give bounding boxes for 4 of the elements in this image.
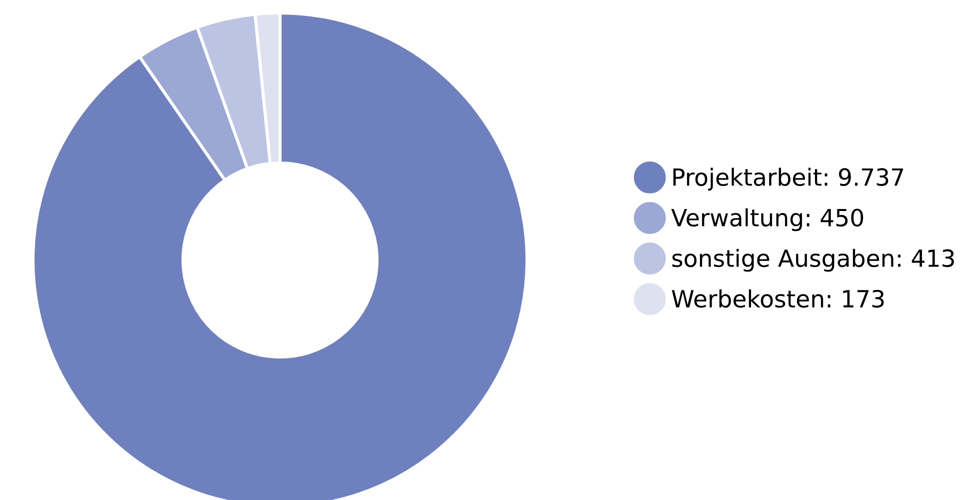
legend-label: Werbekosten: 173 — [672, 289, 884, 308]
legend-label: Projektarbeit: 9.737 — [673, 168, 904, 191]
legend-label: Verwaltung: 450 — [671, 208, 864, 232]
legend-label: sonstige Ausgaben: 413 — [672, 248, 954, 272]
